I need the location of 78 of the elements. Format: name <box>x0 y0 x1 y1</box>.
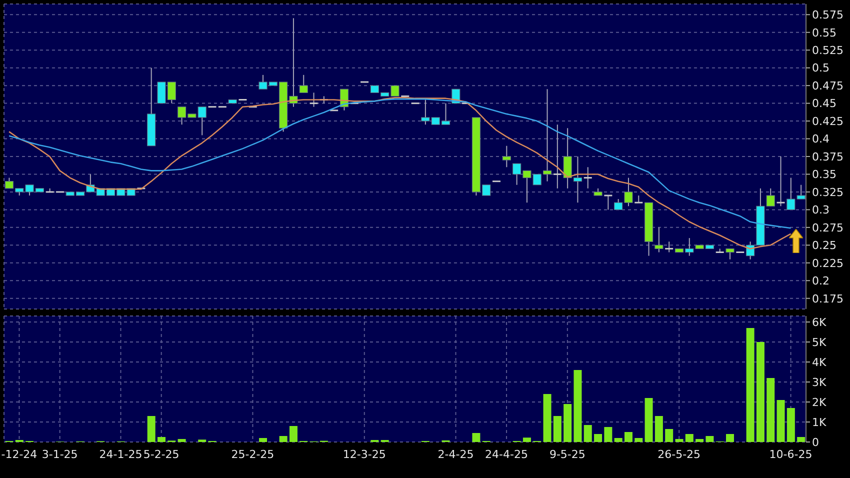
x-tick-label: 9-5-25 <box>549 448 586 461</box>
bar <box>665 429 674 442</box>
candlestick <box>309 92 319 108</box>
candlestick <box>726 248 734 260</box>
candlestick <box>583 166 593 189</box>
y-tick-label: 0.475 <box>812 79 844 92</box>
bar <box>746 328 754 442</box>
bar <box>685 434 694 442</box>
x-tick-label: 12-3-25 <box>342 448 386 461</box>
bar <box>157 437 166 442</box>
candlestick <box>552 124 562 189</box>
bar <box>522 438 531 442</box>
y-tick-label: 0.2 <box>812 274 830 288</box>
candlestick <box>299 74 308 94</box>
x-tick-label: 3-1-25 <box>42 448 78 461</box>
y-tick-label: 1K <box>812 416 827 429</box>
bar <box>472 433 480 442</box>
bar <box>776 400 785 442</box>
y-tick-label: 3K <box>812 376 827 389</box>
bar <box>726 434 734 442</box>
y-tick-label: 0.375 <box>812 150 844 164</box>
y-tick-label: 0.275 <box>812 221 844 234</box>
y-tick-label: 2K <box>812 396 827 409</box>
candlestick <box>634 195 644 204</box>
bar <box>644 398 653 442</box>
x-tick-label: 26-5-25 <box>658 448 701 461</box>
bar <box>675 439 684 442</box>
bar <box>614 438 622 442</box>
y-tick-label: 0.35 <box>812 168 836 182</box>
candlestick <box>603 194 613 210</box>
x-tick-label: 5-2-25 <box>143 448 180 461</box>
bar <box>553 416 562 442</box>
bar <box>584 425 592 442</box>
bar <box>564 404 572 442</box>
y-tick-label: 0 <box>812 436 819 449</box>
bar <box>766 378 775 442</box>
y-tick-label: 0.425 <box>812 114 844 128</box>
x-tick-label: -12-24 <box>1 448 38 461</box>
y-tick-label: 0.4 <box>812 132 830 146</box>
bar <box>543 394 552 442</box>
y-tick-label: 0.5 <box>812 62 830 75</box>
bar <box>289 426 298 442</box>
candlestick <box>776 156 786 207</box>
bar <box>604 427 612 442</box>
candlestick <box>664 241 674 253</box>
bar <box>178 439 186 442</box>
bar <box>634 438 643 442</box>
y-tick-label: 0.525 <box>812 44 844 58</box>
bar <box>147 416 156 442</box>
bar <box>654 416 663 442</box>
bar <box>259 438 268 442</box>
y-tick-label: 0.25 <box>812 239 836 252</box>
bar <box>279 436 288 442</box>
y-tick-label: 0.575 <box>812 8 844 22</box>
y-tick-label: 0.3 <box>812 204 830 217</box>
x-tick-label: 25-2-25 <box>231 448 274 461</box>
candlestick <box>502 145 511 168</box>
y-tick-label: 0.45 <box>812 97 836 110</box>
y-tick-label: 5K <box>812 336 827 349</box>
y-tick-label: 0.325 <box>812 186 844 199</box>
x-tick-label: 24-1-25 <box>99 448 142 461</box>
y-tick-label: 0.55 <box>812 26 836 40</box>
bar <box>797 437 806 442</box>
x-tick-label: 24-4-25 <box>485 448 528 461</box>
bar <box>696 439 704 442</box>
bar <box>574 370 582 442</box>
y-tick-label: 6K <box>812 316 827 329</box>
y-tick-label: 0.225 <box>812 256 844 270</box>
x-tick-label: 2-4-25 <box>438 448 474 461</box>
bar <box>624 432 632 442</box>
y-tick-label: 0.175 <box>812 292 844 306</box>
candlestick <box>654 226 664 253</box>
bar <box>786 408 795 442</box>
bar <box>756 342 764 442</box>
bar <box>706 436 714 442</box>
bar <box>594 434 602 442</box>
y-tick-label: 4K <box>812 356 827 369</box>
x-tick-label: 10-6-25 <box>769 448 812 461</box>
